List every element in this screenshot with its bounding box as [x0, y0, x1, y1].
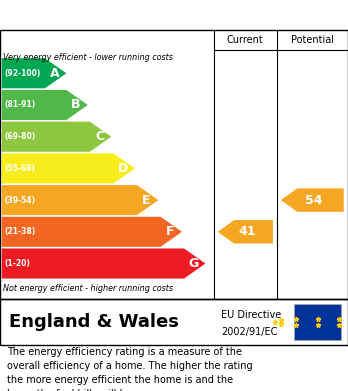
Text: 54: 54 — [305, 194, 323, 206]
FancyBboxPatch shape — [294, 303, 341, 341]
Text: E: E — [142, 194, 151, 206]
Text: (55-68): (55-68) — [4, 164, 35, 173]
Text: Potential: Potential — [291, 35, 334, 45]
Text: F: F — [166, 225, 174, 238]
Text: B: B — [71, 99, 81, 111]
Text: (1-20): (1-20) — [4, 259, 30, 268]
Text: Energy Efficiency Rating: Energy Efficiency Rating — [10, 7, 220, 23]
Polygon shape — [2, 90, 88, 120]
Text: G: G — [189, 257, 199, 270]
Polygon shape — [2, 248, 205, 278]
Text: D: D — [118, 162, 128, 175]
Text: (21-38): (21-38) — [4, 227, 35, 236]
Polygon shape — [2, 217, 182, 247]
Text: C: C — [95, 130, 104, 143]
Text: Very energy efficient - lower running costs: Very energy efficient - lower running co… — [3, 53, 173, 62]
Polygon shape — [218, 220, 273, 244]
Text: Current: Current — [227, 35, 264, 45]
Text: (92-100): (92-100) — [4, 69, 41, 78]
Text: Not energy efficient - higher running costs: Not energy efficient - higher running co… — [3, 284, 174, 293]
Text: The energy efficiency rating is a measure of the
overall efficiency of a home. T: The energy efficiency rating is a measur… — [7, 347, 253, 391]
Text: (69-80): (69-80) — [4, 132, 35, 141]
Text: (81-91): (81-91) — [4, 100, 35, 109]
Text: England & Wales: England & Wales — [9, 313, 179, 331]
Polygon shape — [281, 188, 344, 212]
Text: EU Directive: EU Directive — [221, 310, 281, 320]
Text: 41: 41 — [238, 225, 256, 238]
Text: (39-54): (39-54) — [4, 196, 35, 204]
Polygon shape — [2, 185, 158, 215]
Text: A: A — [50, 67, 60, 80]
Polygon shape — [2, 58, 66, 88]
Text: 2002/91/EC: 2002/91/EC — [221, 327, 277, 337]
Polygon shape — [2, 153, 135, 183]
Polygon shape — [2, 122, 111, 152]
